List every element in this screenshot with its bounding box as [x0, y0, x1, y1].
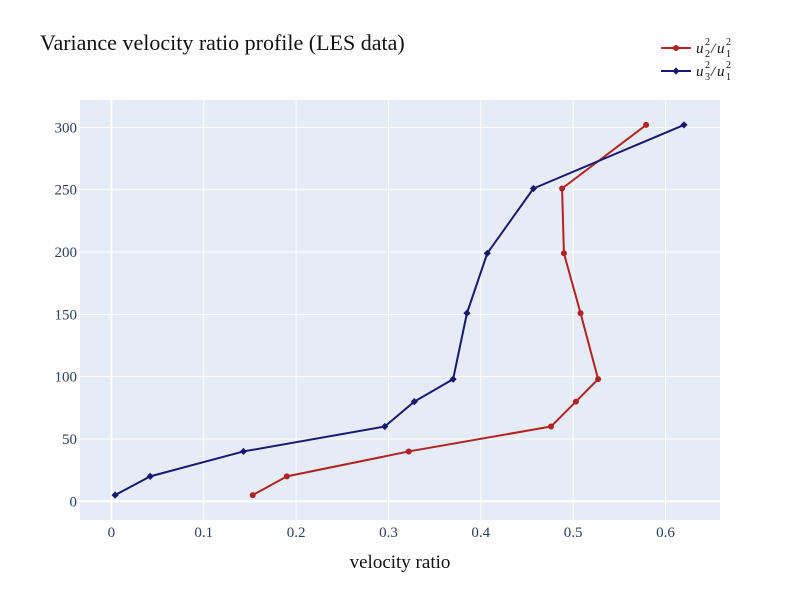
data-point[interactable]	[405, 448, 412, 455]
y-tick-label: 300	[55, 120, 78, 136]
data-point[interactable]	[410, 398, 418, 406]
legend-label-sub: 1	[726, 49, 731, 60]
legend-label-sup: 2	[705, 60, 710, 71]
y-axis-ticks: 0 50 100 150 200 250 300	[55, 120, 78, 510]
y-tick-label: 50	[62, 432, 77, 448]
legend-label: u	[696, 64, 704, 80]
y-tick-label: 0	[70, 494, 78, 510]
x-axis-ticks: 0 0.1 0.2 0.3 0.4 0.5 0.6	[108, 525, 676, 541]
series-1	[249, 121, 650, 499]
data-point[interactable]	[529, 184, 538, 193]
x-tick-label: 0.6	[656, 525, 675, 541]
data-point[interactable]	[483, 249, 491, 257]
legend-item-1[interactable]: u 22/u 21	[661, 37, 731, 60]
data-point[interactable]	[449, 375, 457, 383]
legend-label: u	[717, 64, 725, 80]
data-point[interactable]	[249, 492, 256, 499]
x-tick-label: 0	[108, 525, 116, 541]
legend-label-slash: /	[710, 41, 717, 57]
y-tick-label: 150	[55, 307, 78, 323]
chart-title: Variance velocity ratio profile (LES dat…	[40, 30, 405, 55]
data-point[interactable]	[146, 472, 154, 480]
data-point[interactable]	[547, 423, 554, 430]
series-2	[111, 121, 688, 499]
series-line	[252, 124, 647, 496]
x-tick-label: 0.3	[379, 525, 398, 541]
legend-label: u	[717, 41, 725, 57]
data-point[interactable]	[572, 398, 579, 405]
x-tick-label: 0.2	[287, 525, 306, 541]
x-tick-label: 0.5	[564, 525, 583, 541]
y-tick-label: 100	[55, 370, 78, 386]
data-point[interactable]	[111, 491, 119, 499]
data-point[interactable]	[283, 473, 290, 480]
x-tick-label: 0.4	[471, 525, 490, 541]
legend-marker	[672, 67, 680, 75]
x-axis-title: velocity ratio	[350, 552, 451, 573]
legend[interactable]: u 22/u 21u 23/u 21	[661, 37, 731, 83]
legend-label-sup: 2	[705, 37, 710, 48]
series-line	[114, 124, 685, 496]
data-point[interactable]	[595, 376, 602, 383]
data-point[interactable]	[643, 121, 650, 128]
legend-label-sup: 2	[726, 37, 731, 48]
legend-label-slash: /	[710, 64, 717, 80]
legend-marker	[673, 45, 679, 51]
data-point[interactable]	[680, 121, 688, 129]
data-point[interactable]	[560, 250, 567, 257]
data-point[interactable]	[577, 310, 584, 317]
legend-label-sub: 3	[705, 72, 710, 83]
y-tick-label: 250	[55, 183, 78, 199]
legend-label: u	[696, 41, 704, 57]
plot-area	[80, 100, 720, 520]
legend-item-2[interactable]: u 23/u 21	[661, 60, 731, 83]
x-tick-label: 0.1	[194, 525, 213, 541]
grid-lines	[80, 100, 720, 520]
y-tick-label: 200	[55, 245, 78, 261]
data-point[interactable]	[463, 309, 471, 317]
data-point[interactable]	[381, 422, 389, 431]
legend-label-sub: 2	[705, 49, 710, 60]
series-layer	[111, 121, 688, 499]
legend-label-sup: 2	[726, 60, 731, 71]
legend-label-sub: 1	[726, 72, 731, 83]
data-point[interactable]	[559, 185, 566, 192]
data-point[interactable]	[239, 447, 248, 456]
